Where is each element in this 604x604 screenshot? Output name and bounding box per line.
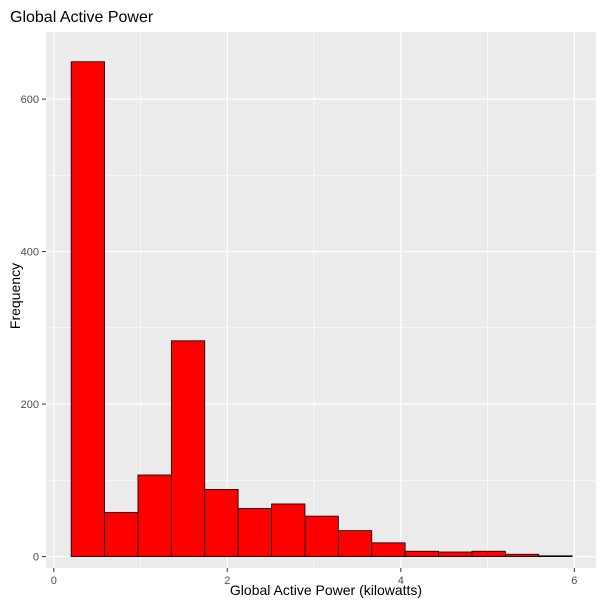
x-axis-ticks: 0 2 4 6 (51, 568, 577, 587)
histogram-bar (471, 550, 506, 557)
histogram-bar (204, 489, 239, 557)
histogram-bar (337, 530, 373, 557)
x-tick-label: 0 (51, 575, 57, 587)
histogram-bar (170, 340, 206, 557)
x-tick-label: 2 (224, 575, 230, 587)
histogram-bar (104, 511, 139, 557)
x-tick-label: 4 (398, 575, 404, 587)
histogram-bar (404, 550, 439, 557)
histogram-bar (237, 508, 272, 557)
y-tick-label: 400 (21, 247, 39, 259)
y-axis-ticks: 0 200 400 600 (21, 94, 46, 564)
y-tick-label: 0 (33, 552, 39, 564)
y-tick-label: 200 (21, 399, 39, 411)
y-axis-title: Frequency (7, 263, 23, 329)
histogram-bar (371, 542, 406, 557)
histogram-bar (504, 553, 540, 557)
histogram-bar (304, 515, 339, 557)
chart-title: Global Active Power (10, 9, 154, 26)
histogram-bar (271, 503, 306, 557)
x-tick-label: 6 (571, 575, 577, 587)
histogram-bars (70, 61, 573, 557)
y-tick-label: 600 (21, 94, 39, 106)
histogram-bar (438, 551, 473, 557)
histogram-bar (70, 61, 105, 557)
histogram-bar (538, 555, 573, 557)
x-axis-title: Global Active Power (kilowatts) (230, 582, 422, 598)
histogram-bar (137, 474, 172, 557)
plot-panel (46, 32, 596, 568)
